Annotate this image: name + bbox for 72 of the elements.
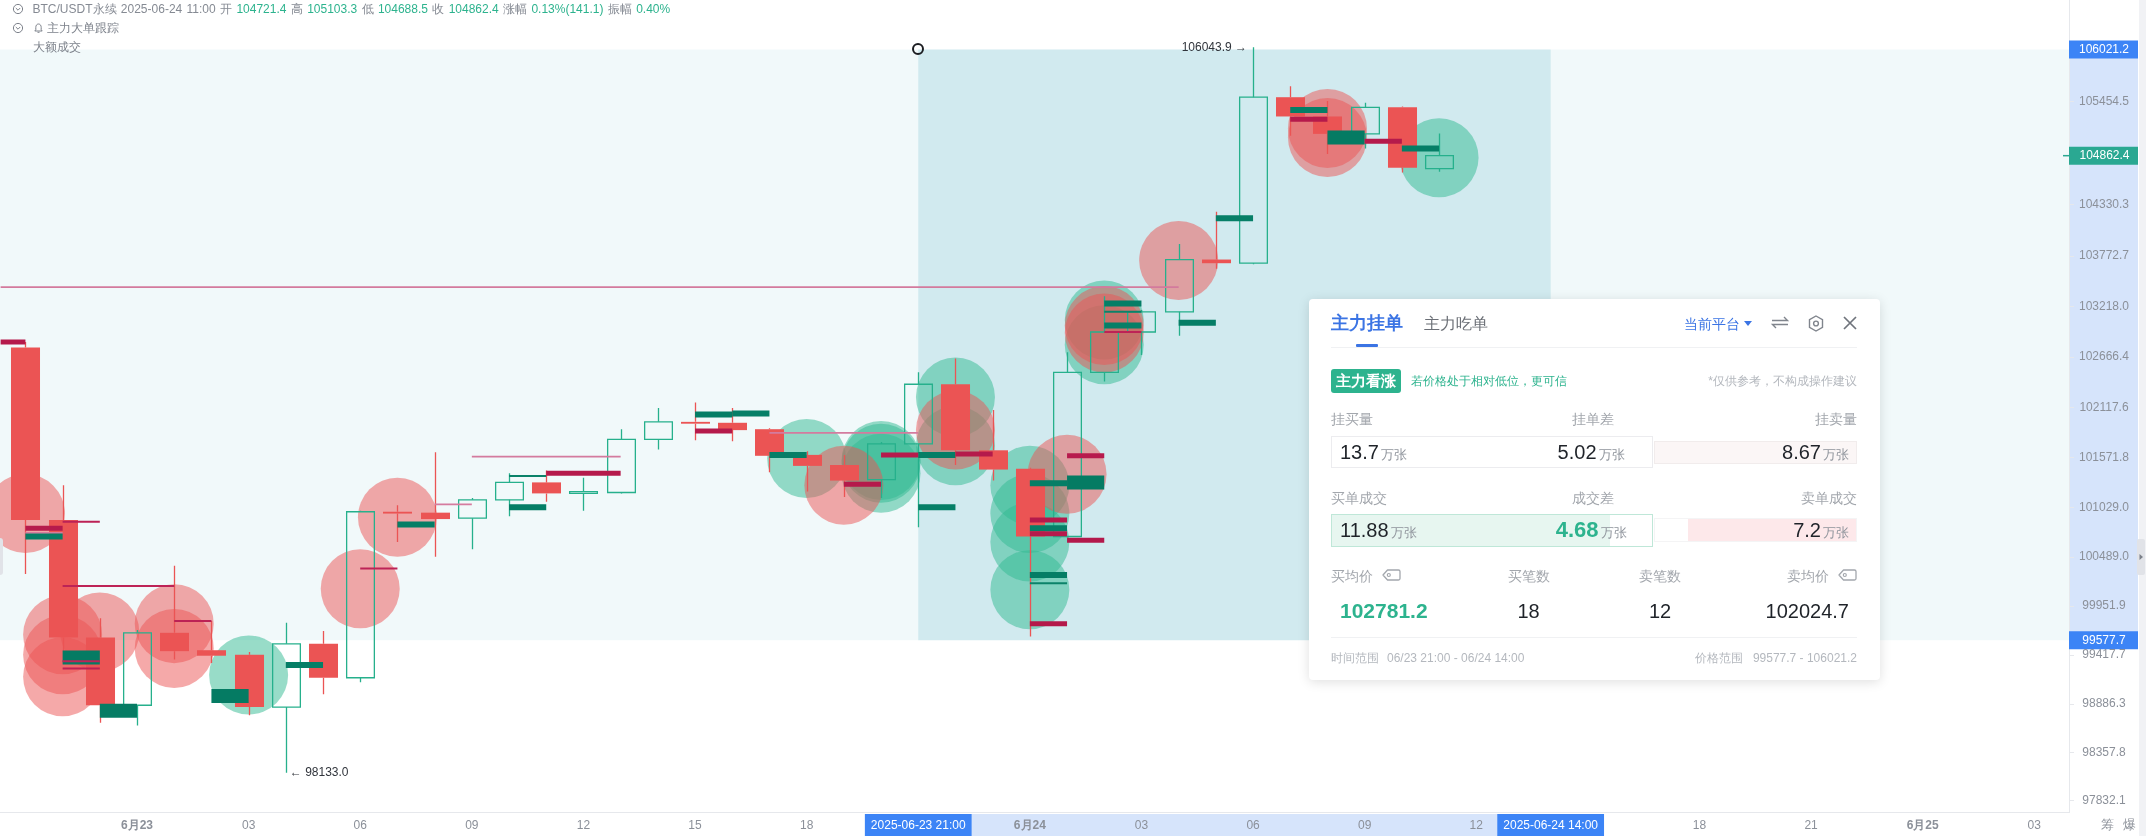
annotation: 106043.9 → [1181, 39, 1248, 54]
annotation: 5.02万张 [1557, 441, 1625, 463]
badge: 主力看涨 [1331, 369, 1401, 393]
annotation: 卖笔数 [1639, 566, 1681, 586]
x-tick-label: 12 [1469, 817, 1484, 832]
y-tick-label: 103218.0 [2078, 298, 2130, 313]
data-label: 7.2万张 [1793, 519, 1849, 541]
annotation: 102024.7 [1765, 598, 1849, 624]
annotation: 买均价 [1331, 566, 1373, 586]
x-tick-label: 03 [2027, 817, 2042, 832]
category-label: 卖单成交 [1801, 488, 1857, 508]
annotation: 102781.2 [1340, 598, 1428, 624]
ref-line-label: 104862.4 [2079, 148, 2130, 163]
annotation: 挂单差 [1572, 410, 1614, 429]
y-tick-label: 98357.8 [2082, 744, 2127, 759]
x-tick-label: 6月25 [1906, 817, 1940, 832]
y-tick-label: 99951.9 [2082, 598, 2127, 613]
chart-title: BTC/USDT永续 2025-06-24 11:00 开 104721.4 高 105103.3 低 104688.5 收 104862.4 涨幅 0.13%(141.1) 振幅 0.40% [32, 1, 671, 16]
x-tick-label: 18 [799, 817, 814, 832]
annotation: 大额成交 [32, 39, 81, 54]
y-tick-label: 99577.7 [2082, 632, 2127, 647]
annotation: 主力挂单 [1331, 312, 1403, 335]
category-label: 挂买量 [1331, 410, 1373, 429]
x-tick-label: 09 [1357, 817, 1372, 832]
x-tick-label: 21 [1804, 817, 1819, 832]
x-tick-label: 2025-06-24 14:00 [1503, 817, 1599, 832]
x-tick-label: 6月23 [121, 817, 154, 832]
text: 爆 [2123, 817, 2136, 832]
annotation: 卖均价 [1787, 566, 1829, 586]
annotation: 4.68万张 [1555, 517, 1627, 542]
x-tick-label: 03 [1134, 817, 1149, 832]
y-tick-label: 104330.3 [2078, 196, 2130, 211]
x-tick-label: 15 [688, 817, 703, 832]
y-tick-label: 103772.7 [2078, 247, 2130, 262]
x-tick-label: 2025-06-23 21:00 [870, 817, 966, 832]
annotation: 若价格处于相对低位，更可信 [1411, 372, 1567, 390]
y-tick-label: 102117.6 [2079, 399, 2129, 414]
x-tick-label: 09 [465, 817, 479, 832]
data-label: 13.7万张 [1340, 441, 1407, 463]
x-tick-label: 12 [576, 817, 591, 832]
y-tick-label: 106021.2 [2078, 41, 2130, 56]
annotation: 99577.7 - 106021.2 [1752, 650, 1857, 667]
annotation: 12 [1648, 598, 1672, 624]
annotation: 当前平台 [1683, 314, 1740, 334]
annotation: ← 98133.0 [289, 765, 349, 780]
annotation: 成交差 [1572, 488, 1614, 508]
y-tick-label: 101029.0 [2078, 499, 2130, 514]
annotation: 主力大单跟踪 [47, 20, 119, 35]
annotation: *仅供参考，不构成操作建议 [1708, 372, 1857, 390]
annotation: 06/23 21:00 - 06/24 14:00 [1387, 650, 1525, 667]
annotation: 18 [1517, 598, 1540, 624]
x-tick-label: 03 [241, 817, 256, 832]
annotation: 价格范围 [1695, 650, 1743, 667]
y-tick-label: 98886.3 [2082, 696, 2127, 711]
annotation: 时间范围 [1331, 650, 1379, 667]
category-label: 买单成交 [1331, 488, 1387, 508]
y-tick-label: 105454.5 [2078, 93, 2130, 108]
y-tick-label: 99417.7 [2082, 647, 2127, 662]
category-label: 挂卖量 [1815, 410, 1857, 429]
y-tick-label: 100489.0 [2078, 549, 2130, 564]
x-tick-label: 06 [353, 817, 368, 832]
data-label: 11.88万张 [1340, 519, 1417, 541]
y-tick-label: 102666.4 [2078, 349, 2130, 364]
data-label: 8.67万张 [1782, 441, 1849, 463]
x-tick-label: 18 [1692, 817, 1707, 832]
text: 筹 [2101, 817, 2114, 832]
y-tick-label: 101571.8 [2078, 449, 2130, 464]
x-tick-label: 06 [1246, 817, 1261, 832]
annotation: 主力吃单 [1423, 313, 1488, 334]
annotation: 买笔数 [1507, 566, 1550, 586]
x-tick-label: 6月24 [1013, 817, 1047, 832]
y-tick-label: 97832.1 [2082, 792, 2127, 807]
